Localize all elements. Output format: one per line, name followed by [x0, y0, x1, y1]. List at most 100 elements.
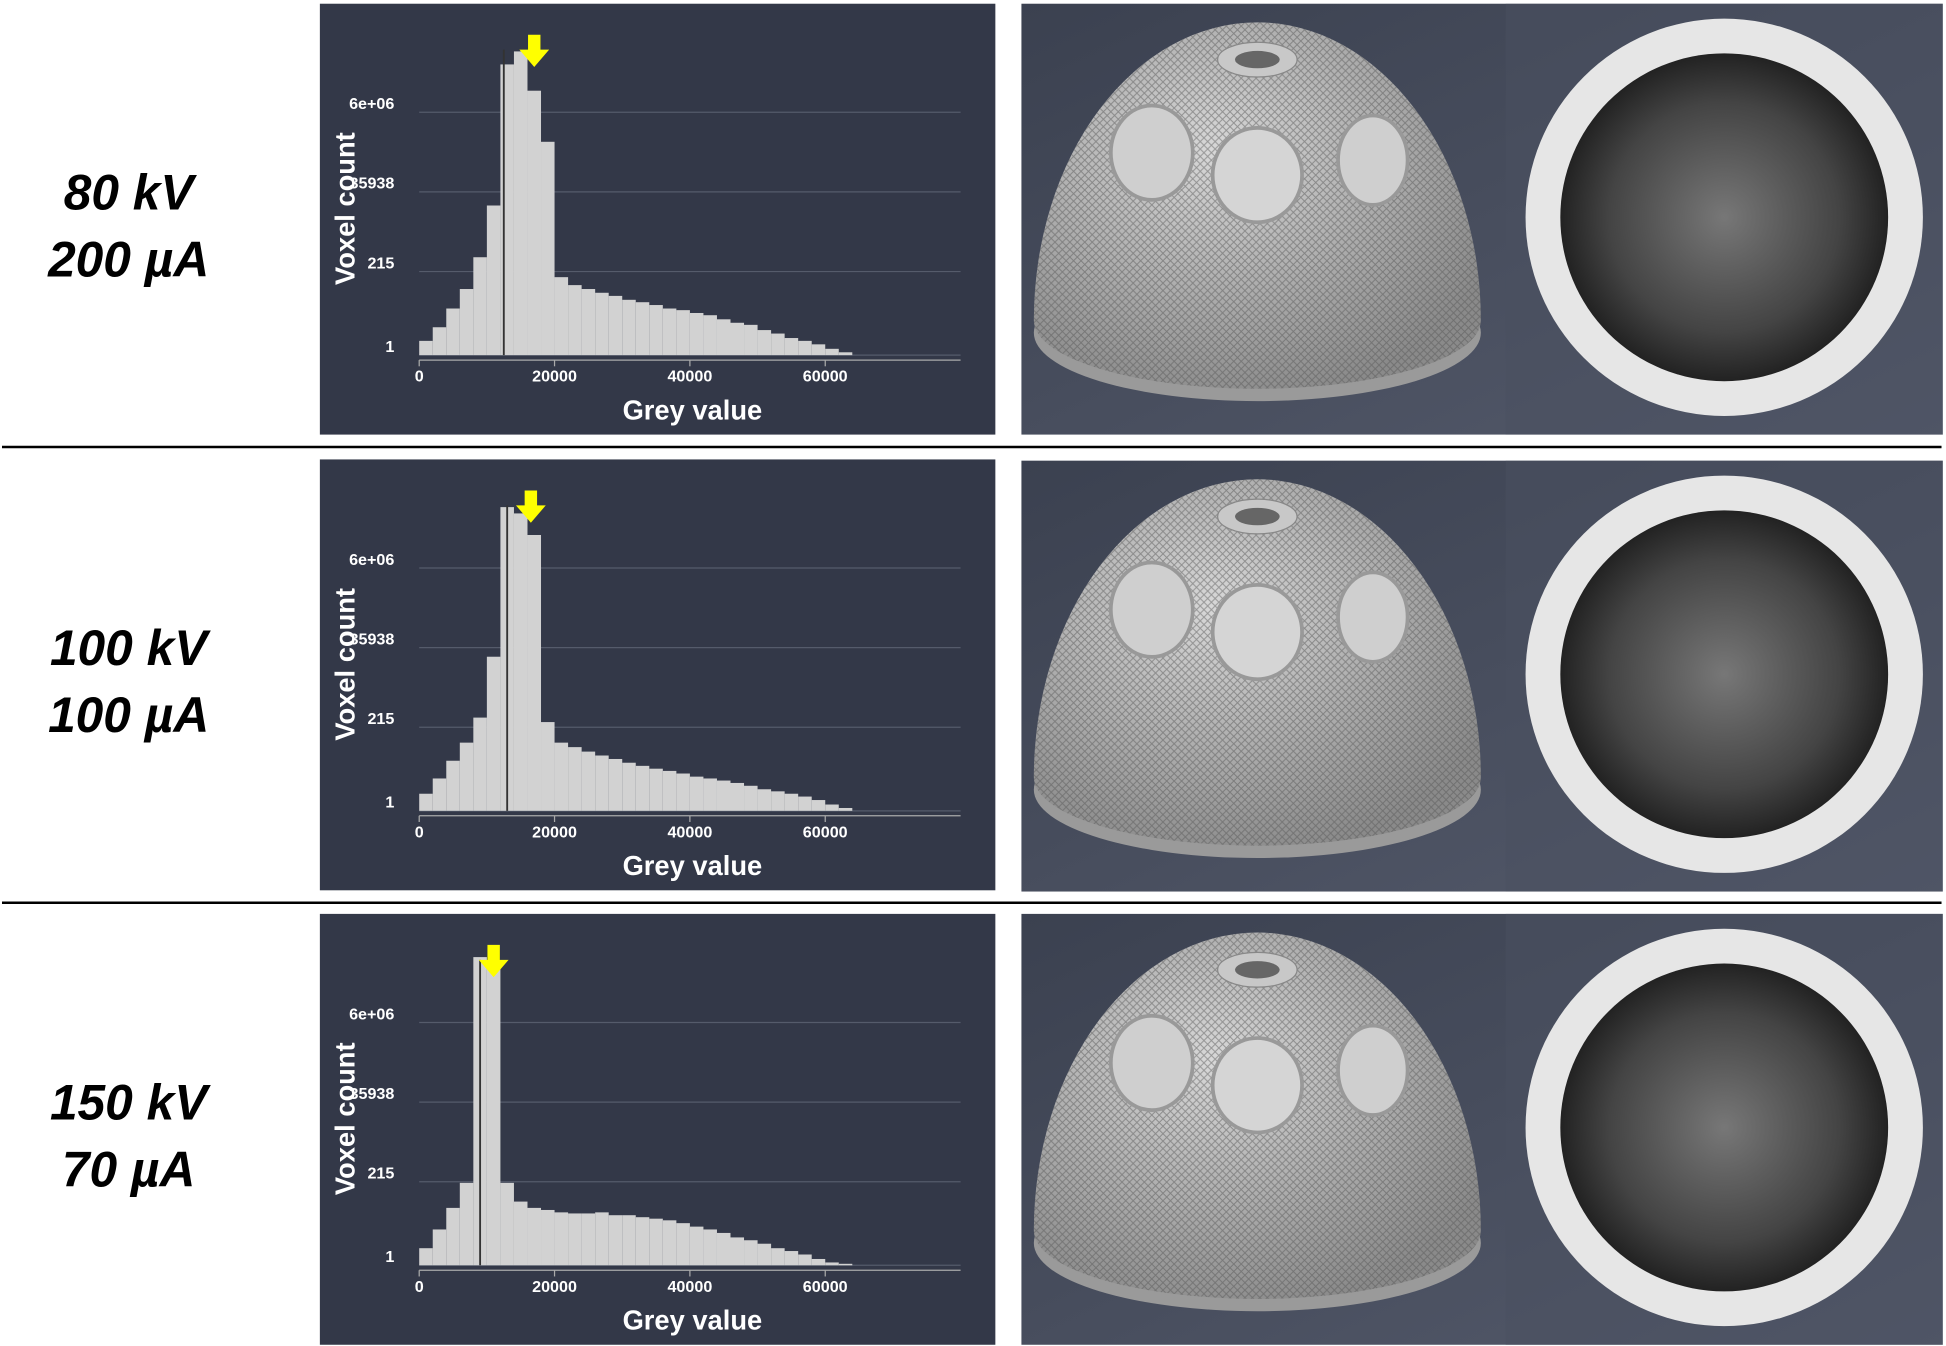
histogram-bar	[757, 330, 772, 356]
histogram-bar	[730, 322, 745, 356]
peak-arrow	[478, 944, 509, 978]
histogram-bar	[608, 295, 623, 356]
histogram-bar	[649, 768, 663, 811]
histogram-bar	[432, 327, 447, 356]
y-tick-label: 35938	[350, 630, 395, 648]
histogram-bar	[716, 319, 731, 356]
histogram-bar	[662, 1220, 677, 1266]
panel	[319, 3, 996, 435]
histogram-bar	[635, 302, 650, 356]
histogram-bar	[689, 1226, 704, 1266]
histogram-bar	[500, 64, 514, 356]
histogram-bar	[446, 1207, 460, 1266]
y-tick-label: 35938	[350, 1085, 395, 1103]
x-tick-label: 60000	[803, 368, 848, 386]
panel	[319, 459, 996, 891]
histogram-bar	[744, 324, 758, 356]
histogram-bar	[689, 312, 704, 356]
histogram-bar	[825, 804, 839, 811]
y-tick-label: 35938	[350, 175, 395, 193]
histogram-bar	[703, 778, 717, 811]
histogram-bar	[838, 807, 853, 811]
x-tick-label: 20000	[532, 823, 577, 841]
histogram-bar	[622, 762, 636, 811]
histogram-bar	[554, 742, 569, 811]
histogram-bar	[473, 717, 487, 811]
y-tick-label: 215	[367, 254, 394, 272]
histogram-bar	[635, 1217, 650, 1266]
histogram-bar	[744, 785, 758, 811]
row-label: 100 kV	[50, 620, 211, 676]
histogram-bar	[500, 1182, 514, 1266]
histogram-bar	[662, 308, 677, 356]
histogram-bar	[622, 299, 636, 356]
y-tick-label: 6e+06	[349, 1005, 394, 1023]
histogram-bar	[689, 776, 704, 811]
histogram-bar	[446, 760, 460, 811]
y-tick-label: 215	[367, 1165, 394, 1183]
y-tick-label: 6e+06	[349, 551, 394, 569]
histogram-bar	[798, 796, 812, 811]
y-axis-label: Voxel count	[329, 132, 360, 285]
histogram-bar	[662, 770, 677, 811]
peak-arrow	[515, 490, 546, 523]
x-tick-label: 60000	[803, 1278, 848, 1296]
histogram-bar	[486, 961, 501, 1266]
x-tick-label: 40000	[667, 1278, 712, 1296]
x-axis-label: Grey value	[623, 1305, 763, 1336]
histogram-bar	[446, 308, 460, 356]
histogram-bar	[581, 1213, 596, 1266]
render-image	[1019, 1, 1945, 437]
row-label: 100 µA	[48, 687, 209, 743]
histogram-bar	[595, 292, 609, 356]
x-tick-label: 40000	[667, 823, 712, 841]
histogram-bar	[513, 1201, 528, 1266]
histogram-bar	[771, 1248, 785, 1266]
histogram-bar	[513, 513, 528, 811]
histogram-bar	[716, 780, 731, 811]
histogram-bar	[811, 800, 826, 811]
histogram-bar	[716, 1232, 731, 1266]
x-tick-label: 20000	[532, 1278, 577, 1296]
x-tick-label: 60000	[803, 823, 848, 841]
histogram-bar	[798, 1254, 812, 1266]
histogram-bar	[811, 344, 826, 356]
x-tick-label: 0	[415, 1278, 424, 1296]
histogram-bar	[581, 751, 596, 811]
histogram-bar	[554, 277, 569, 356]
histogram-chart: 1 215 35938 6e+06 0 20000 40000 60000 Grey value…	[319, 459, 996, 891]
row-label: 150 kV	[50, 1074, 211, 1130]
histogram-bar	[838, 352, 853, 356]
histogram-bar	[541, 722, 555, 811]
histogram-bar	[554, 1212, 569, 1266]
histogram-bar	[635, 765, 650, 811]
histogram-bar	[595, 755, 609, 811]
histogram-bar	[622, 1215, 636, 1266]
histogram-bar	[419, 793, 433, 811]
histogram-bar	[568, 285, 582, 356]
histogram-bar	[649, 305, 663, 356]
y-tick-label: 1	[385, 338, 394, 356]
x-tick-label: 0	[415, 823, 424, 841]
histogram-bar	[541, 1209, 555, 1266]
row-label: 80 kV	[64, 164, 198, 220]
histogram-bar	[432, 778, 447, 811]
histogram-bar	[459, 289, 474, 356]
histogram-chart: 1 215 35938 6e+06 0 20000 40000 60000 Grey value…	[319, 913, 996, 1345]
histogram-bar	[527, 90, 542, 356]
histogram-bar	[676, 1223, 690, 1266]
histogram-bar	[730, 1237, 745, 1266]
histogram-bar	[784, 338, 799, 356]
histogram-bar	[703, 1229, 717, 1266]
histogram-bar	[527, 534, 542, 811]
peak-arrow	[519, 34, 550, 68]
histogram-bar	[784, 1251, 799, 1266]
panel	[319, 913, 996, 1345]
histogram-bar	[784, 793, 799, 811]
histogram-bar	[486, 205, 501, 356]
histogram-bar	[798, 340, 812, 356]
row-label: 200 µA	[47, 231, 209, 287]
histogram-bar	[459, 1182, 474, 1266]
y-tick-label: 6e+06	[349, 95, 394, 113]
